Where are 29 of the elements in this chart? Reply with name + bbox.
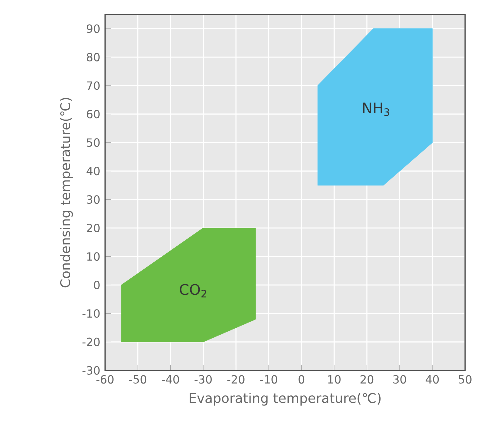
x-tick-label: 20: [360, 375, 374, 384]
y-tick-label: 30: [87, 196, 100, 204]
y-tick-label: 0: [94, 280, 100, 290]
x-axis-title: Evaporating temperature(℃): [190, 393, 381, 406]
x-tick-label: 40: [426, 375, 440, 384]
y-tick-label: 80: [87, 53, 100, 62]
y-tick-label: 90: [86, 24, 100, 34]
y-tick-label: -20: [82, 338, 100, 346]
y-tick-label: -10: [82, 309, 100, 318]
y-tick-label: 50: [87, 138, 100, 148]
series-label: NH$_{3}$: [363, 102, 390, 116]
x-tick-label: -50: [129, 375, 147, 384]
x-tick-label: -20: [228, 375, 245, 384]
x-tick-label: 10: [328, 375, 341, 384]
x-tick-label: 0: [298, 375, 305, 384]
y-tick-label: 70: [87, 82, 100, 90]
x-tick-label: -60: [96, 375, 114, 384]
x-tick-label: -10: [260, 375, 278, 384]
y-tick-label: 60: [87, 110, 100, 119]
y-tick-label: 10: [88, 252, 100, 262]
x-tick-label: 30: [394, 375, 406, 384]
y-tick-label: -30: [82, 366, 100, 375]
y-tick-label: 40: [86, 167, 100, 176]
x-tick-label: 50: [459, 375, 472, 384]
x-tick-label: -40: [162, 375, 180, 384]
series-label: CO$_{2}$: [180, 284, 206, 298]
y-tick-label: 20: [87, 224, 100, 233]
y-axis-title: Condensing temperature(℃): [60, 98, 74, 288]
x-tick-label: -30: [194, 375, 212, 384]
